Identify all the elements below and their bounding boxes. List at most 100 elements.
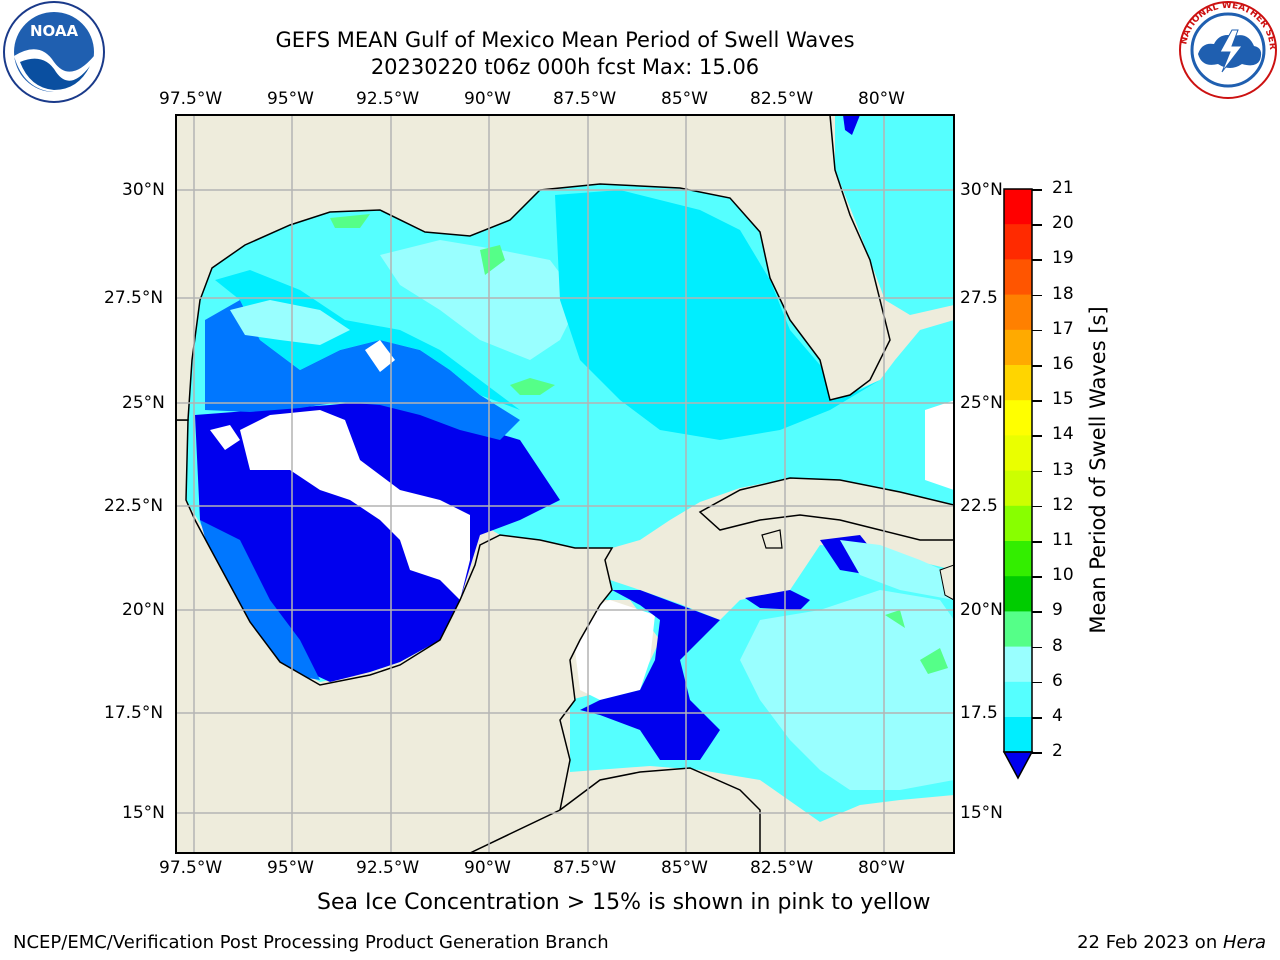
green-patch-4 — [920, 648, 948, 674]
nodata-hole-5 — [925, 400, 954, 490]
colorbar-tick-label: 4 — [1052, 706, 1063, 726]
colorbar-tick-mark — [1032, 681, 1042, 684]
colorbar-tick-label: 12 — [1052, 494, 1074, 515]
lat-label-right: 30°N — [960, 180, 1003, 200]
chart-subtitle: 20230220 t06z 000h fcst Max: 15.06 — [370, 55, 760, 79]
colorbar-segment — [1004, 611, 1032, 648]
colorbar-segment — [1004, 365, 1032, 401]
lon-label-bottom: 87.5°W — [553, 858, 617, 878]
colorbar-segment — [1004, 329, 1032, 366]
nws-logo: NATIONAL WEATHER SERVICE — [1176, 0, 1277, 99]
lon-label-top: 90°W — [464, 89, 511, 109]
colorbar-tick-mark — [1032, 541, 1042, 543]
date-stamp: 22 Feb 2023 on Hera — [1077, 932, 1266, 953]
land-hispaniola — [939, 564, 954, 601]
colorbar-tick-mark — [1032, 470, 1042, 473]
lat-label-left: 27.5°N — [104, 288, 164, 308]
lat-label-right: 27.5 — [960, 288, 998, 308]
nodata-hole-4 — [575, 600, 655, 700]
lon-label-top: 82.5°W — [750, 89, 814, 109]
map-area — [176, 115, 954, 853]
lon-label-bottom: 95°W — [267, 858, 314, 878]
carib-blue-1 — [580, 590, 720, 760]
atlantic-cyan — [835, 115, 954, 315]
blue-band-west — [195, 400, 560, 682]
carib-blue-2 — [745, 590, 810, 610]
nodata-hole-3 — [365, 340, 395, 372]
colorbar-tick-mark — [1032, 329, 1042, 332]
colorbar-segment — [1004, 400, 1032, 436]
atlantic-blue — [843, 115, 860, 135]
colorbar-tick-label: 10 — [1052, 565, 1074, 586]
lon-label-top: 87.5°W — [553, 89, 617, 109]
lat-label-left: 17.5°N — [104, 703, 164, 723]
ice-note: Sea Ice Concentration > 15% is shown in … — [317, 890, 931, 915]
colorbar-tick-mark — [1032, 611, 1042, 613]
lat-label-left: 20°N — [122, 600, 165, 620]
lon-label-bottom: 92.5°W — [356, 858, 420, 878]
noaa-text: NOAA — [30, 22, 79, 40]
colorbar — [1002, 188, 1034, 780]
colorbar-tick-label: 19 — [1052, 248, 1074, 269]
lat-label-right: 15°N — [960, 803, 1003, 823]
colorbar-tick-label: 13 — [1052, 459, 1074, 480]
colorbar-tick-label: 2 — [1052, 741, 1063, 762]
land-island — [761, 529, 783, 549]
central-light-cyan2 — [230, 300, 350, 345]
colorbar-tick-label: 6 — [1052, 670, 1063, 691]
land-cuba — [698, 477, 954, 541]
lon-label-bottom: 90°W — [464, 858, 511, 878]
colorbar-tick-mark — [1032, 189, 1042, 191]
lat-label-left: 22.5°N — [104, 496, 164, 516]
colorbar-tick-label: 18 — [1052, 283, 1074, 304]
lat-label-left: 30°N — [122, 180, 165, 200]
colorbar-tick-mark — [1032, 576, 1042, 578]
lon-label-top: 85°W — [661, 89, 708, 109]
colorbar-segment — [1004, 435, 1032, 472]
green-patch-5 — [885, 610, 905, 628]
colorbar-segment — [1004, 189, 1032, 225]
lon-label-bottom: 80°W — [858, 858, 905, 878]
blue-band-north — [205, 300, 520, 440]
lat-label-right: 22.5 — [960, 496, 998, 516]
colorbar-segment — [1004, 294, 1032, 331]
machine-name: Hera — [1222, 932, 1266, 953]
credit-text: NCEP/EMC/Verification Post Processing Pr… — [13, 932, 609, 953]
colorbar-tick-mark — [1032, 294, 1042, 297]
colorbar-tick-mark — [1032, 224, 1042, 226]
ne-cyan — [555, 190, 880, 440]
lat-label-left: 25°N — [122, 393, 165, 413]
colorbar-tick-mark — [1032, 400, 1042, 402]
colorbar-segment — [1004, 470, 1032, 507]
colorbar-tick-label: 14 — [1052, 424, 1074, 445]
colorbar-tick-label: 9 — [1052, 600, 1063, 621]
colorbar-tick-label: 16 — [1052, 354, 1074, 374]
colorbar-tick-label: 17 — [1052, 318, 1074, 339]
colorbar-tick-mark — [1032, 752, 1042, 754]
nodata-hole-1 — [240, 410, 470, 600]
carib-light — [740, 590, 954, 790]
colorbar-tick-mark — [1032, 646, 1042, 649]
lat-label-left: 15°N — [122, 803, 165, 823]
land-central-america — [469, 767, 761, 853]
green-patch-3 — [330, 214, 370, 228]
lat-label-right: 25°N — [960, 393, 1003, 413]
lat-label-right: 20°N — [960, 600, 1003, 620]
central-light-cyan — [380, 240, 580, 360]
colorbar-tick-label: 20 — [1052, 213, 1074, 234]
date-text: 22 Feb 2023 on — [1077, 932, 1223, 953]
lon-label-top: 92.5°W — [356, 89, 420, 109]
noaa-logo: NOAA — [3, 1, 105, 103]
colorbar-segment — [1004, 505, 1032, 542]
colorbar-tick-label: 11 — [1052, 530, 1074, 550]
colorbar-tick-mark — [1032, 259, 1042, 261]
lon-label-bottom: 97.5°W — [159, 858, 223, 878]
colorbar-segment — [1004, 681, 1032, 718]
colorbar-segment — [1004, 576, 1032, 612]
colorbar-segment — [1004, 646, 1032, 683]
colorbar-frame — [1003, 188, 1033, 753]
colorbar-segment — [1004, 541, 1032, 577]
map-frame — [175, 114, 955, 854]
lon-label-top: 95°W — [267, 89, 314, 109]
